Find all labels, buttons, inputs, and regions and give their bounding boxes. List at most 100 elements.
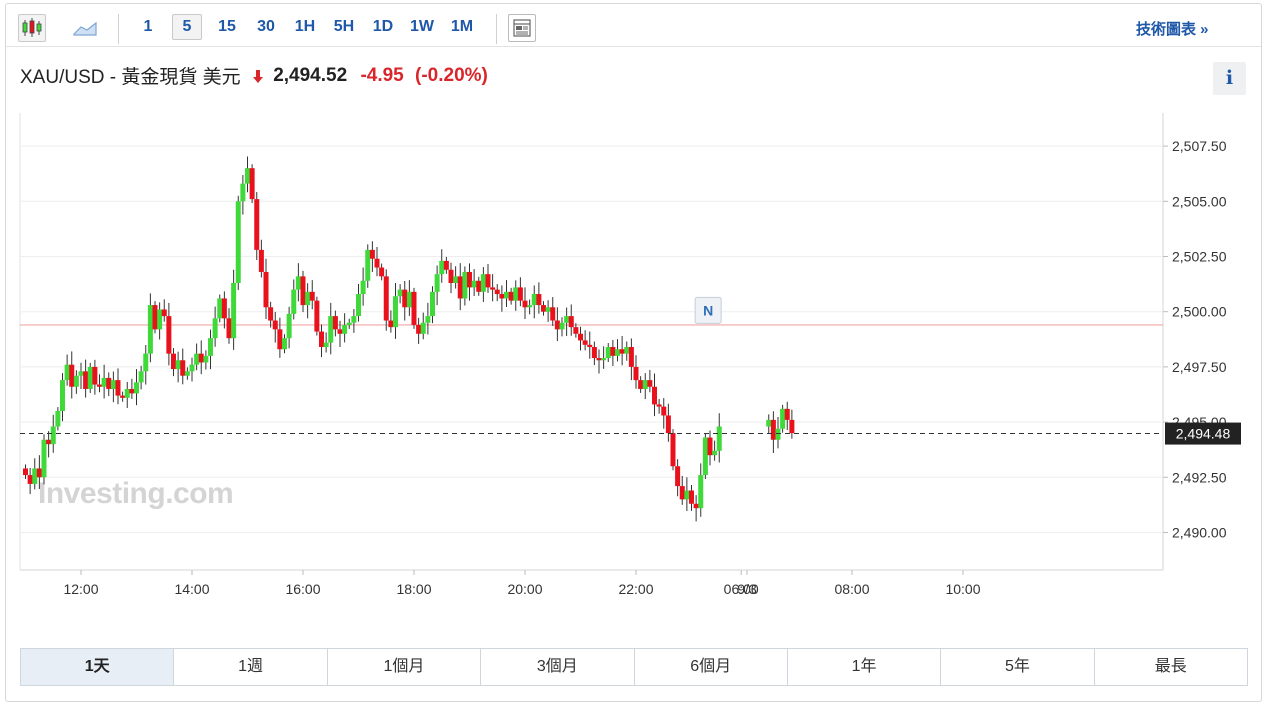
candle-body-down <box>591 347 597 359</box>
candle-body-up <box>545 307 551 312</box>
candle <box>471 269 477 297</box>
candle-body-up <box>775 428 781 440</box>
period-1d[interactable]: 1天 <box>21 649 175 685</box>
candle-body-up <box>430 291 435 317</box>
period-3m[interactable]: 3個月 <box>481 649 635 685</box>
candle <box>550 297 556 327</box>
candle <box>106 372 112 397</box>
candle-body-up <box>55 411 61 427</box>
candle <box>448 262 454 294</box>
candle-body-down <box>508 291 514 301</box>
interval-1m[interactable]: 1M <box>450 18 474 35</box>
candle <box>369 241 375 272</box>
candle <box>784 401 790 431</box>
candle <box>295 263 301 302</box>
candle <box>300 270 306 313</box>
technical-chart-link[interactable]: 技術圖表 » <box>1136 21 1209 38</box>
candle <box>605 343 611 363</box>
candle <box>638 376 644 393</box>
candle-body-down <box>550 307 556 321</box>
candle-body-up <box>702 437 708 476</box>
candle-body-down <box>656 404 662 407</box>
candle <box>263 258 269 319</box>
candle-body-up <box>712 450 718 456</box>
candle <box>439 249 445 283</box>
candle-body-up <box>217 298 223 319</box>
candle <box>485 264 491 293</box>
candle-body-up <box>134 382 139 394</box>
candle-body-up <box>564 316 570 323</box>
x-tick-label: 16:00 <box>285 581 320 597</box>
news-marker[interactable]: N <box>694 296 722 324</box>
period-1y[interactable]: 1年 <box>788 649 942 685</box>
layout-icon[interactable] <box>508 14 536 42</box>
candle-body-down <box>661 406 667 416</box>
area-chart-icon[interactable] <box>72 14 100 42</box>
candle <box>789 409 795 439</box>
candle <box>180 348 186 385</box>
candle <box>434 265 440 306</box>
candle <box>23 464 28 480</box>
interval-15[interactable]: 15 <box>218 18 236 35</box>
candle-body-up <box>64 364 70 381</box>
candle <box>356 283 361 322</box>
candle <box>101 364 107 399</box>
candle <box>221 291 227 329</box>
candle-body-down <box>69 364 75 387</box>
candle-body-down <box>416 324 422 334</box>
interval-1w[interactable]: 1W <box>410 18 434 35</box>
period-6m[interactable]: 6個月 <box>635 649 788 685</box>
candle-body-down <box>665 415 671 434</box>
period-5y[interactable]: 5年 <box>941 649 1095 685</box>
candle <box>189 357 195 382</box>
candle-body-up <box>231 282 237 339</box>
info-icon[interactable]: i <box>1213 62 1246 95</box>
candle <box>559 317 565 337</box>
candle <box>467 263 472 301</box>
candle-body-up <box>480 274 486 292</box>
candle <box>240 175 246 215</box>
candle <box>69 351 75 399</box>
candle <box>342 313 348 343</box>
candle-body-down <box>610 347 616 356</box>
y-tick-label: 2,507.50 <box>1172 138 1227 154</box>
candle-body-down <box>97 384 102 387</box>
candle-body-down <box>770 419 776 440</box>
candle-body-down <box>619 349 625 354</box>
period-max[interactable]: 最長 <box>1154 658 1187 675</box>
interval-1[interactable]: 1 <box>143 18 153 35</box>
candle <box>374 247 380 277</box>
candle <box>457 263 463 311</box>
candle-body-down <box>638 380 644 389</box>
candle <box>305 283 311 319</box>
candle-body-up <box>212 318 218 339</box>
investing-watermark: Investing.com <box>38 477 233 510</box>
interval-5h[interactable]: 5H <box>333 18 355 35</box>
candle <box>406 280 412 316</box>
period-1m[interactable]: 1個月 <box>328 649 482 685</box>
candle-body-down <box>27 475 33 484</box>
candle-body-down <box>582 340 588 345</box>
candle <box>328 302 334 355</box>
candle-body-down <box>337 329 343 334</box>
candle <box>670 429 676 471</box>
x-tick-label: 10:00 <box>945 581 980 597</box>
news-marker-label[interactable]: N <box>703 302 713 318</box>
news-marker-box[interactable] <box>694 296 722 324</box>
candle-body-down <box>448 269 454 283</box>
candlestick-icon[interactable] <box>18 14 46 42</box>
period-1w[interactable]: 1週 <box>174 649 328 685</box>
candle <box>78 362 84 389</box>
candle <box>564 307 570 336</box>
candle-body-down <box>379 267 385 277</box>
candle-body-down <box>536 294 542 306</box>
interval-30[interactable]: 30 <box>257 18 275 35</box>
candle <box>319 324 324 358</box>
interval-5[interactable]: 5 <box>172 14 202 40</box>
candle-body-down <box>476 280 482 292</box>
interval-1h[interactable]: 1H <box>294 18 316 35</box>
candle-body-up <box>291 289 297 314</box>
interval-1d[interactable]: 1D <box>372 18 394 35</box>
candle-body-up <box>453 276 459 283</box>
